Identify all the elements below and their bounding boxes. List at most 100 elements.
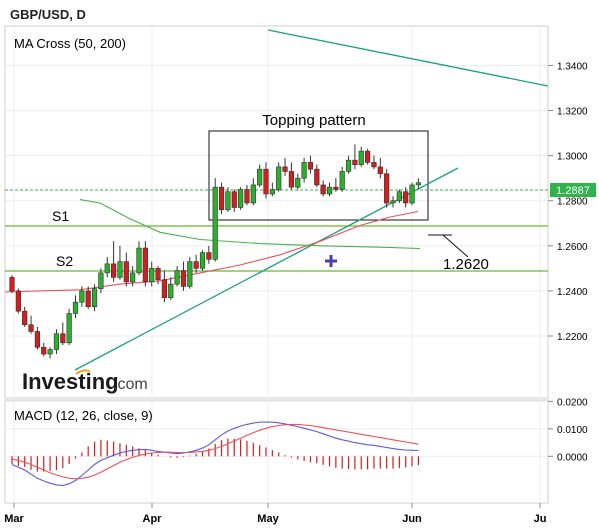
level-annotation-label: 1.2620 [443, 256, 489, 273]
candle-body [364, 150, 371, 163]
candle-body [276, 166, 282, 190]
macd-histogram [11, 438, 419, 472]
candle-body [79, 290, 85, 303]
candle-body [263, 168, 269, 195]
candle-body [244, 189, 250, 204]
price-tick-label: 1.2200 [557, 332, 588, 343]
candle-body [123, 261, 129, 283]
candle-body [187, 261, 193, 287]
price-tick-label: 1.2400 [557, 287, 588, 298]
candle-body [409, 184, 415, 204]
candle-body [377, 166, 383, 174]
candle-body [295, 177, 301, 188]
candle-body [22, 310, 28, 326]
candle-body [206, 252, 212, 260]
candle-body [28, 324, 34, 332]
candle-body [53, 333, 60, 350]
ma50-line [4, 210, 419, 293]
candle-body [117, 261, 123, 278]
ma200-line [79, 199, 421, 250]
macd-tick-label: 0.0100 [557, 425, 588, 436]
candle-body [384, 173, 390, 204]
macd-axis: 0.0000 0.0100 0.0200 [548, 397, 588, 463]
candle-body [47, 349, 53, 355]
current-price-tag [550, 183, 596, 197]
price-axis: 1.2200 1.2400 1.2600 1.2800 1.3000 1.3200 1.34… [548, 61, 588, 343]
candle-body [250, 184, 256, 204]
date-tick-label: Ju [534, 513, 547, 525]
candle-body [199, 252, 206, 269]
svg-text:.com: .com [113, 376, 148, 393]
date-tick-label: Apr [143, 513, 163, 525]
macd-title: MACD (12, 26, close, 9) [14, 408, 153, 423]
candle-body [257, 168, 263, 186]
candle-body [403, 191, 409, 204]
candle-body [161, 279, 168, 298]
candle-body [174, 270, 180, 285]
level-annotation [428, 234, 469, 258]
candle-body [34, 331, 40, 348]
candle-body [390, 200, 396, 204]
candle-body [326, 186, 333, 195]
candle-body [41, 346, 47, 355]
candles [9, 144, 422, 359]
candle-body [415, 182, 422, 186]
candle-body [345, 159, 352, 172]
candle-body [130, 272, 136, 283]
x-axis: Mar Apr May Jun Ju [4, 503, 546, 525]
candle-body [288, 171, 295, 188]
candle-body [282, 166, 288, 172]
candle-body [91, 288, 98, 307]
candle-body [231, 191, 237, 208]
candle-body [168, 283, 174, 298]
macd-panel-frame [4, 399, 549, 504]
price-tick-label: 1.2600 [557, 242, 588, 253]
candle-body [9, 277, 15, 292]
macd-tick-label: 0.0000 [557, 452, 588, 463]
svg-text:Investing: Investing [22, 369, 119, 394]
candle-body [396, 191, 402, 202]
signal-line [11, 423, 419, 480]
investing-logo: Investing .com [22, 369, 148, 394]
candle-body [225, 191, 231, 211]
macd-line [11, 421, 419, 486]
date-tick-label: May [257, 513, 279, 525]
candle-body [352, 159, 358, 165]
ma-cross-marker [325, 255, 337, 267]
candle-body [371, 162, 377, 168]
macd-grid [5, 400, 548, 457]
topping-pattern-box [208, 130, 429, 221]
price-tick-label: 1.2800 [557, 197, 588, 208]
candle-body [193, 261, 199, 269]
macd-tick-label: 0.0200 [557, 397, 588, 408]
candle-body [238, 189, 244, 208]
date-tick-label: Mar [4, 513, 24, 525]
main-panel-frame [4, 25, 549, 399]
candle-body [314, 168, 320, 186]
current-price-label: 1.2887 [556, 185, 590, 197]
price-tick-label: 1.3000 [557, 152, 588, 163]
candle-body [15, 290, 21, 312]
candle-body [104, 263, 110, 274]
candle-body [136, 247, 142, 274]
candle-body [358, 150, 364, 165]
candle-body [72, 301, 79, 314]
grid [5, 26, 548, 503]
main-chart-title: MA Cross (50, 200) [14, 36, 126, 51]
candle-body [218, 186, 225, 211]
candle-body [180, 270, 187, 287]
candle-body [212, 186, 218, 260]
candle-body [60, 333, 66, 344]
candle-body [339, 171, 345, 190]
candle-body [155, 268, 161, 280]
candle-body [320, 184, 326, 195]
candle-body [98, 272, 104, 289]
candle-body [66, 313, 72, 344]
s1-label: S1 [52, 208, 69, 224]
date-tick-label: Jun [402, 513, 422, 525]
candle-body [307, 162, 314, 170]
price-tick-label: 1.3200 [557, 107, 588, 118]
candle-body [111, 263, 117, 278]
page-title: GBP/USD, D [10, 7, 86, 22]
